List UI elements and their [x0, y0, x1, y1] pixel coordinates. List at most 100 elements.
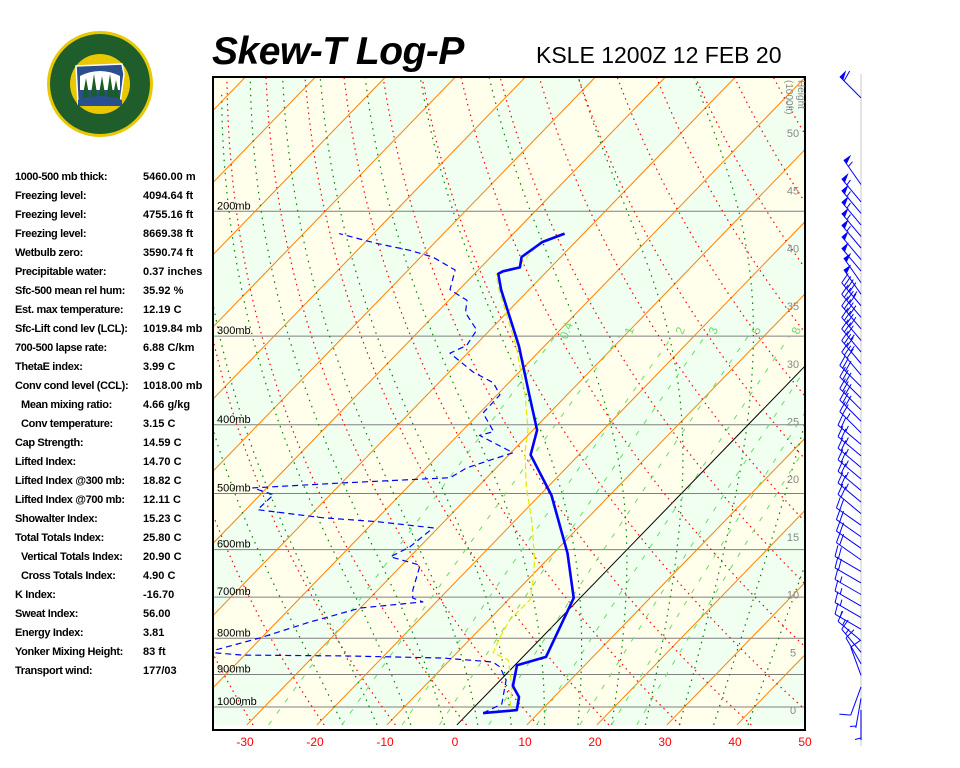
wind-barb	[834, 579, 862, 607]
height-tick-label: 5	[790, 647, 796, 659]
chart-title: Skew-T Log-P	[212, 30, 464, 73]
wind-barb-half	[845, 460, 849, 467]
wind-barb	[837, 483, 862, 515]
wind-barb	[839, 401, 862, 434]
dry-adiabat-line	[838, 54, 960, 725]
stat-value: 5460.00 m	[143, 171, 196, 183]
stat-value: 15.23 C	[143, 513, 182, 525]
stat-value: 4.66 g/kg	[143, 399, 191, 411]
stat-row: Sweat Index: 56.00	[15, 605, 215, 624]
stat-row: 700-500 lapse rate: 6.88 C/km	[15, 339, 215, 358]
oregon-dept-forestry-logo	[47, 31, 153, 137]
stat-row: Lifted Index @300 mb: 18.82 C	[15, 472, 215, 491]
stat-value: 3.15 C	[143, 418, 176, 430]
wind-barb-full	[841, 307, 849, 318]
wind-barb-staff	[834, 555, 862, 572]
stat-row: Freezing level: 8669.38 ft	[15, 225, 215, 244]
wind-barb-full	[834, 545, 839, 557]
stat-row: Transport wind: 177/03	[15, 662, 215, 681]
moist-adiabat-line	[364, 77, 546, 725]
dry-adiabat-line	[616, 77, 805, 398]
wind-barb-full	[845, 395, 852, 406]
wind-barb-full	[841, 330, 849, 341]
dry-adiabat-line	[915, 54, 960, 725]
stat-label: Lifted Index @700 mb:	[15, 494, 125, 506]
stat-label: ThetaE index:	[15, 361, 83, 373]
wind-barb-staff	[855, 698, 862, 729]
stat-row: Precipitable water: 0.37 inches	[15, 263, 215, 282]
stat-value: 3.99 C	[143, 361, 176, 373]
stat-label: Cross Totals Index:	[21, 570, 116, 582]
temperature-band	[807, 54, 960, 725]
moist-adiabat-line	[282, 77, 479, 726]
wind-barb-full	[840, 463, 847, 475]
wind-barb-full	[842, 358, 849, 369]
stat-value: 1018.00 mb	[143, 380, 203, 392]
stat-value: 35.92 %	[143, 285, 184, 297]
wind-barb-full	[835, 520, 841, 532]
stat-value: 14.59 C	[143, 437, 182, 449]
stat-value: 12.19 C	[143, 304, 182, 316]
pressure-label: 500mb	[217, 483, 251, 495]
isotherm-line	[666, 581, 805, 726]
wind-barb-half	[846, 413, 851, 419]
isotherm-line	[316, 221, 805, 726]
wind-barb-full	[837, 449, 844, 460]
wind-barb-half	[852, 291, 858, 297]
stat-label: Sweat Index:	[15, 608, 79, 620]
mixing-ratio-line	[536, 335, 791, 726]
wind-barb	[850, 640, 862, 676]
stat-value: 6.88 C/km	[143, 342, 195, 354]
stat-label: Sfc-Lift cond lev (LCL):	[15, 323, 128, 335]
wind-barb-full	[840, 440, 847, 451]
wind-barb-full	[834, 591, 839, 603]
temperature-tick-label: 40	[728, 735, 742, 749]
stat-label: 700-500 lapse rate:	[15, 342, 107, 354]
pressure-label: 300mb	[217, 325, 251, 337]
wind-barb	[841, 230, 862, 260]
wind-barb-staff	[839, 76, 862, 99]
wind-barb	[841, 207, 862, 237]
dry-adiabat-line	[265, 77, 539, 726]
wind-barb	[839, 366, 862, 399]
dry-adiabat-line	[577, 77, 805, 460]
wind-barb-staff	[834, 602, 862, 619]
height-tick-label: 30	[787, 359, 799, 371]
stat-row: Sfc-500 mean rel hum: 35.92 %	[15, 282, 215, 301]
stat-value: 1019.84 mb	[143, 323, 203, 335]
stat-label: 1000-500 mb thick:	[15, 171, 108, 183]
wind-barb	[841, 330, 862, 364]
wind-barb-full	[834, 556, 839, 569]
pressure-label: 400mb	[217, 414, 251, 426]
temperature-band	[213, 77, 805, 725]
sounding-traces	[214, 232, 576, 715]
stat-label: Lifted Index:	[15, 456, 76, 468]
stat-label: Lifted Index @300 mb:	[15, 475, 125, 487]
stat-row: ThetaE index: 3.99 C	[15, 358, 215, 377]
wind-barb-full	[841, 619, 849, 630]
wind-barb-staff	[841, 247, 862, 272]
stat-row: Total Totals Index: 25.80 C	[15, 529, 215, 548]
wind-barb-full	[834, 602, 839, 615]
wind-barb-half	[845, 628, 850, 635]
wind-barb-full	[842, 404, 849, 415]
stat-value: 25.80 C	[143, 532, 182, 544]
pressure-label: 900mb	[217, 664, 251, 676]
moist-adiabat-line	[213, 427, 344, 726]
mixing-ratio-label: 2	[673, 325, 689, 336]
wind-barb-half	[845, 483, 849, 490]
dry-adiabat-line	[953, 54, 960, 725]
temperature-tick-label: 0	[452, 735, 459, 749]
moist-adiabat-line	[488, 77, 628, 725]
wind-barb-full	[839, 499, 845, 511]
stat-row: 1000-500 mb thick: 5460.00 m	[15, 168, 215, 187]
wind-barb-staff	[836, 542, 862, 561]
dry-adiabat-line	[343, 77, 681, 726]
height-tick-label: 40	[787, 243, 799, 255]
wind-barb	[835, 497, 862, 526]
stat-value: 177/03	[143, 665, 177, 677]
pressure-label: 600mb	[217, 539, 251, 551]
wind-barb-half	[845, 448, 849, 455]
wind-barb-full	[839, 510, 845, 523]
